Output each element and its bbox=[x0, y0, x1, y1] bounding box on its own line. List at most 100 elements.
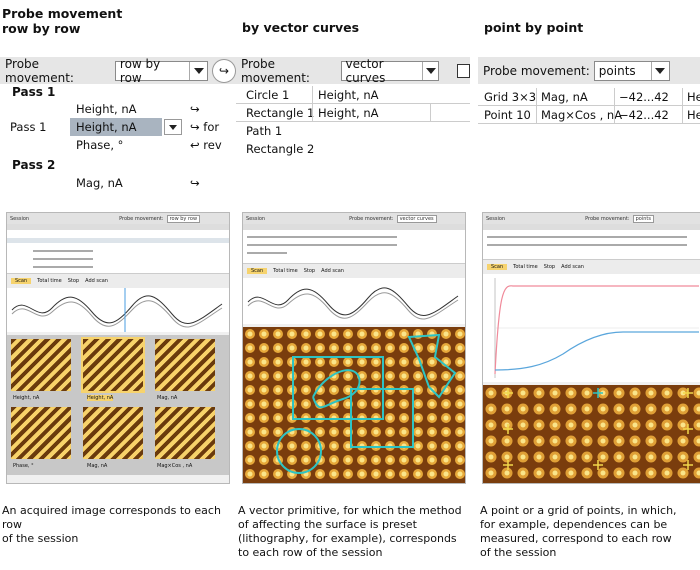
panel-label: Mag, nA bbox=[87, 463, 108, 469]
panel-label: Mag, nA bbox=[157, 395, 178, 401]
chevron-down-icon[interactable] bbox=[189, 61, 207, 80]
session-titlebar: Session Probe movement: row by row bbox=[7, 213, 229, 224]
pass-header: Pass 1 bbox=[12, 85, 56, 99]
scan-button[interactable]: Scan bbox=[247, 268, 268, 274]
scan-toolbar: Scan Total time Stop Add scan bbox=[7, 274, 229, 288]
shape-square-button[interactable] bbox=[457, 63, 470, 78]
scan-toolbar: Scan Total time Stop Add scan bbox=[243, 264, 465, 278]
caption-vector-curves: A vector primitive, for which the method… bbox=[238, 504, 462, 559]
afm-panel[interactable] bbox=[83, 407, 143, 459]
session-title: Session bbox=[10, 215, 30, 222]
stop-button[interactable]: Stop bbox=[303, 268, 316, 274]
probe-label-mini: Probe movement: bbox=[585, 215, 630, 222]
stop-button[interactable]: Stop bbox=[67, 278, 80, 284]
session-table-mini bbox=[7, 224, 229, 274]
object-row[interactable]: Rectangle 1 Height, nA bbox=[236, 103, 470, 122]
probe-select-mini[interactable]: vector curves bbox=[396, 214, 437, 223]
session-row-selected[interactable]: Pass 1 Height, nA ↪ for bbox=[0, 118, 236, 136]
add-scan-button[interactable]: Add scan bbox=[561, 264, 584, 270]
signal-cell: Mag, nA bbox=[536, 87, 588, 106]
select-value: row by row bbox=[119, 56, 161, 85]
afm-panel[interactable] bbox=[11, 339, 71, 391]
scan-toolbar: Scan Total time Stop Add scan bbox=[483, 260, 700, 274]
point-row[interactable]: Grid 3×3 Mag, nA −42...42 He bbox=[478, 87, 700, 106]
scan-button[interactable]: Scan bbox=[487, 264, 508, 270]
rectangle-2-shape[interactable] bbox=[350, 388, 414, 448]
panel-label: Phase, ° bbox=[13, 463, 34, 469]
panel-label: Height, nA bbox=[13, 395, 40, 401]
session-row[interactable]: Phase, ° ↩ rev bbox=[0, 136, 236, 154]
total-time: Total time bbox=[37, 278, 62, 284]
blue-curve bbox=[494, 331, 699, 371]
session-window-thumbnail: Session Probe movement: vector curves Sc… bbox=[242, 212, 466, 484]
add-scan-button[interactable]: Add scan bbox=[85, 278, 108, 284]
object-cell: Rectangle 2 bbox=[246, 142, 315, 156]
arrow-turn-icon: ↪ bbox=[219, 63, 230, 78]
total-time: Total time bbox=[273, 268, 298, 274]
chevron-down-icon[interactable] bbox=[164, 119, 182, 135]
signal-cell: Height, nA bbox=[76, 102, 137, 116]
probe-movement-select[interactable]: row by row bbox=[114, 57, 209, 85]
select-value: points bbox=[598, 63, 636, 78]
signal-cell: Height, nA bbox=[312, 103, 378, 122]
probe-label-mini: Probe movement: bbox=[119, 215, 164, 222]
pass-cell: Pass 1 bbox=[10, 120, 47, 134]
path-1-shape[interactable] bbox=[312, 369, 361, 409]
probe-movement-select[interactable]: points bbox=[593, 60, 670, 81]
direction-cell: ↩ rev bbox=[190, 138, 222, 152]
signal-curve-plot bbox=[7, 288, 229, 332]
afm-panel-selected[interactable] bbox=[81, 337, 145, 393]
point-row[interactable]: Point 10 Mag×Cos , nA −42...42 He bbox=[478, 105, 700, 124]
dependence-curve-plot bbox=[483, 274, 700, 382]
session-title: Session bbox=[246, 215, 266, 222]
direction-cell: ↪ bbox=[190, 102, 200, 116]
signal-cell: Mag, nA bbox=[76, 176, 123, 190]
chevron-down-icon[interactable] bbox=[650, 61, 669, 80]
pink-curve bbox=[494, 285, 699, 375]
signal-cell: Mag×Cos , nA bbox=[536, 105, 622, 124]
limits-cell: −42...42 bbox=[614, 87, 669, 106]
circle-1-shape[interactable] bbox=[276, 428, 322, 474]
object-cell: Circle 1 bbox=[246, 87, 290, 102]
limits-cell: −42...42 bbox=[614, 105, 669, 124]
object-cell: Rectangle 1 bbox=[246, 105, 315, 120]
point-cell: Point 10 bbox=[484, 107, 531, 122]
session-window-thumbnail: Session Probe movement: points Scan Tota… bbox=[482, 212, 700, 484]
heading-row-by-row: Probe movement row by row bbox=[2, 6, 123, 36]
stop-button[interactable]: Stop bbox=[543, 264, 556, 270]
caption-point-by-point: A point or a grid of points, in which, f… bbox=[480, 504, 677, 559]
probe-movement-label: Probe movement: bbox=[483, 63, 590, 78]
direction-toggle-button[interactable]: ↪ bbox=[212, 58, 236, 83]
object-cell: Path 1 bbox=[246, 124, 283, 138]
object-row[interactable]: Rectangle 2 bbox=[236, 140, 470, 158]
afm-vector-image bbox=[243, 327, 465, 483]
signal-cell-highlight[interactable]: Height, nA bbox=[70, 118, 162, 136]
extra-cell: He bbox=[682, 105, 700, 124]
column-vector-curves: by vector curves Probe movement: vector … bbox=[236, 0, 476, 570]
chevron-down-icon[interactable] bbox=[422, 61, 438, 80]
heading-vector-curves: by vector curves bbox=[242, 20, 360, 35]
scan-button[interactable]: Scan bbox=[11, 278, 32, 284]
afm-point-image bbox=[483, 385, 700, 483]
direction-cell: ↪ for bbox=[190, 120, 220, 134]
object-row[interactable]: Path 1 bbox=[236, 122, 470, 140]
probe-label-mini: Probe movement: bbox=[349, 215, 394, 222]
probe-movement-select[interactable]: vector curves bbox=[340, 57, 440, 85]
object-row[interactable]: Circle 1 Height, nA bbox=[236, 85, 470, 104]
probe-movement-label: Probe movement: bbox=[5, 56, 74, 85]
session-row[interactable]: Mag, nA ↪ bbox=[0, 174, 236, 192]
grid-points[interactable] bbox=[503, 388, 693, 470]
column-point-by-point: point by point Probe movement: points Gr… bbox=[478, 0, 700, 570]
afm-panel[interactable] bbox=[155, 339, 215, 391]
add-scan-button[interactable]: Add scan bbox=[321, 268, 344, 274]
session-row[interactable]: Height, nA ↪ bbox=[0, 100, 236, 118]
afm-panel[interactable] bbox=[155, 407, 215, 459]
afm-panel[interactable] bbox=[11, 407, 71, 459]
point-table-mini bbox=[483, 224, 700, 260]
column-row-by-row: Probe movement row by row Probe movement… bbox=[0, 0, 236, 570]
polyline-shape[interactable] bbox=[407, 333, 457, 399]
probe-select-mini[interactable]: row by row bbox=[166, 214, 201, 223]
probe-movement-bar: Probe movement: row by row ↪ bbox=[0, 56, 236, 85]
heading-point-by-point: point by point bbox=[484, 20, 584, 35]
probe-select-mini[interactable]: points bbox=[632, 214, 654, 223]
